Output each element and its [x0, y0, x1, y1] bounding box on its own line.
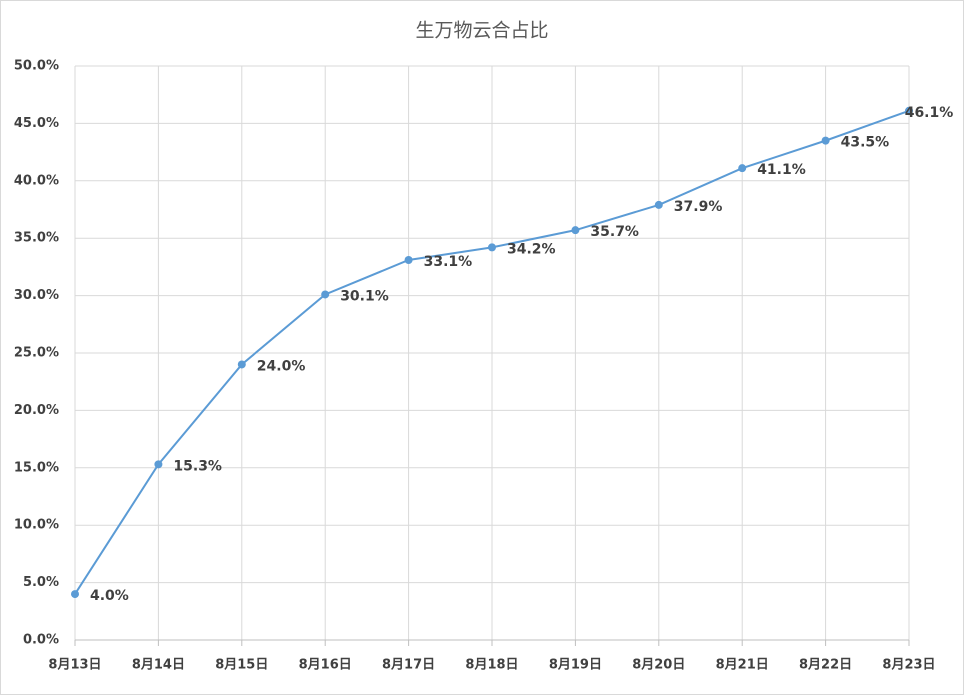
y-tick-label: 40.0%	[14, 173, 59, 188]
x-tick-label: 8月16日	[299, 658, 352, 673]
chart-title: 生万物云合占比	[415, 20, 548, 42]
x-tick-label: 8月17日	[382, 658, 435, 673]
y-tick-label: 0.0%	[23, 633, 59, 648]
x-tick-label: 8月15日	[215, 658, 268, 673]
value-label: 30.1%	[340, 288, 389, 304]
x-tick-label: 8月22日	[799, 658, 852, 673]
y-tick-label: 30.0%	[14, 288, 59, 303]
value-label: 37.9%	[674, 199, 723, 215]
y-tick-label: 45.0%	[14, 116, 59, 131]
value-label: 24.0%	[257, 358, 306, 374]
y-tick-label: 50.0%	[14, 59, 59, 74]
point	[571, 226, 580, 235]
point	[738, 164, 747, 173]
y-tick-label: 35.0%	[14, 231, 59, 246]
value-label: 46.1%	[905, 105, 954, 121]
y-tick-label: 5.0%	[23, 575, 59, 590]
point	[488, 243, 496, 252]
point	[905, 106, 913, 115]
value-label: 41.1%	[757, 162, 806, 178]
y-tick-label: 25.0%	[14, 346, 59, 361]
x-tick-label: 8月21日	[716, 658, 769, 673]
point	[237, 360, 246, 369]
y-tick-label: 20.0%	[14, 403, 59, 418]
point	[404, 256, 413, 265]
value-label: 35.7%	[590, 224, 639, 240]
value-label: 43.5%	[841, 135, 890, 151]
x-tick-label: 8月14日	[132, 658, 185, 673]
value-label: 4.0%	[90, 588, 129, 604]
x-tick-label: 8月20日	[632, 658, 685, 673]
x-tick-label: 8月23日	[882, 658, 935, 673]
value-label: 33.1%	[424, 254, 473, 270]
x-tick-label: 8月19日	[549, 658, 602, 673]
x-tick-label: 8月13日	[48, 658, 101, 673]
y-tick-label: 10.0%	[14, 518, 59, 533]
point	[154, 460, 163, 469]
point	[821, 136, 830, 145]
x-tick-label: 8月18日	[465, 658, 518, 673]
y-tick-label: 15.0%	[14, 460, 59, 475]
point	[654, 200, 663, 209]
value-label: 34.2%	[507, 241, 556, 257]
point	[71, 590, 79, 599]
point	[321, 290, 330, 299]
value-label: 15.3%	[173, 458, 222, 474]
